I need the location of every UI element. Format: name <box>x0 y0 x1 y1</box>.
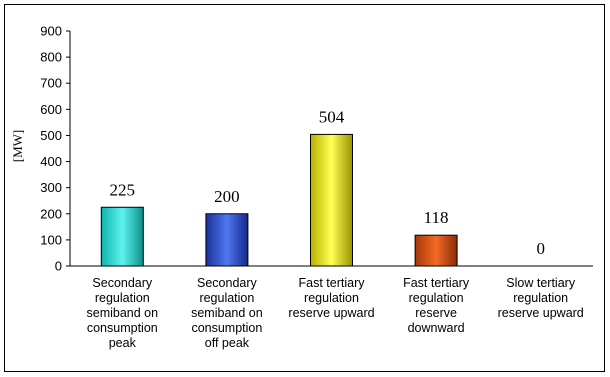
chart-frame <box>4 4 605 372</box>
x-category-line: semiband on <box>191 306 263 320</box>
y-tick-label: 900 <box>40 24 62 39</box>
y-tick-label: 700 <box>40 76 62 91</box>
bars <box>100 133 458 267</box>
y-axis-label: [MW] <box>10 130 25 163</box>
bar <box>310 133 353 267</box>
y-tick-label: 500 <box>40 128 62 143</box>
x-category-line: regulation <box>95 291 150 305</box>
x-category-line: Fast tertiary <box>403 276 470 290</box>
bar <box>414 234 458 267</box>
y-tick-label: 200 <box>40 206 62 221</box>
x-axis-categories: Secondary regulation semiband on consumptio… <box>87 276 584 350</box>
y-tick-label: 600 <box>40 102 62 117</box>
x-category-line: consumption <box>191 321 262 335</box>
y-axis-ticks: 0 100 200 300 400 500 600 700 800 900 <box>40 24 70 274</box>
x-category-line: consumption <box>87 321 158 335</box>
y-tick-label: 800 <box>40 50 62 65</box>
x-category-line: regulation <box>513 291 568 305</box>
y-tick-label: 100 <box>40 232 62 247</box>
x-category-label: Fast tertiary regulation reserve downward <box>403 276 470 335</box>
y-tick-label: 300 <box>40 180 62 195</box>
data-label: 225 <box>110 180 136 199</box>
x-category-line: Secondary <box>197 276 258 290</box>
data-label: 504 <box>319 107 345 126</box>
x-category-line: peak <box>109 336 137 350</box>
bar <box>205 213 249 267</box>
x-category-line: reserve <box>415 306 457 320</box>
x-category-line: downward <box>408 321 465 335</box>
x-category-label: Secondary regulation semiband on consumptio… <box>191 276 263 350</box>
data-label: 0 <box>536 239 545 258</box>
x-category-label: Fast tertiary regulation reserve upward <box>288 276 374 320</box>
x-category-label: Secondary regulation semiband on consumptio… <box>87 276 159 350</box>
x-category-label: Slow tertiary regulation reserve upward <box>498 276 584 320</box>
y-tick-label: 400 <box>40 154 62 169</box>
x-category-line: Secondary <box>92 276 153 290</box>
data-label: 200 <box>214 187 240 206</box>
x-category-line: semiband on <box>87 306 159 320</box>
data-labels: 225 200 504 118 0 <box>110 107 545 258</box>
x-category-line: regulation <box>199 291 254 305</box>
x-category-line: regulation <box>304 291 359 305</box>
data-label: 118 <box>424 208 449 227</box>
bar <box>100 206 144 267</box>
x-category-line: Slow tertiary <box>506 276 576 290</box>
y-tick-label: 0 <box>55 259 62 274</box>
x-category-line: regulation <box>409 291 464 305</box>
x-category-line: reserve upward <box>498 306 584 320</box>
x-category-line: reserve upward <box>288 306 374 320</box>
x-category-line: off peak <box>205 336 250 350</box>
x-category-line: Fast tertiary <box>299 276 366 290</box>
